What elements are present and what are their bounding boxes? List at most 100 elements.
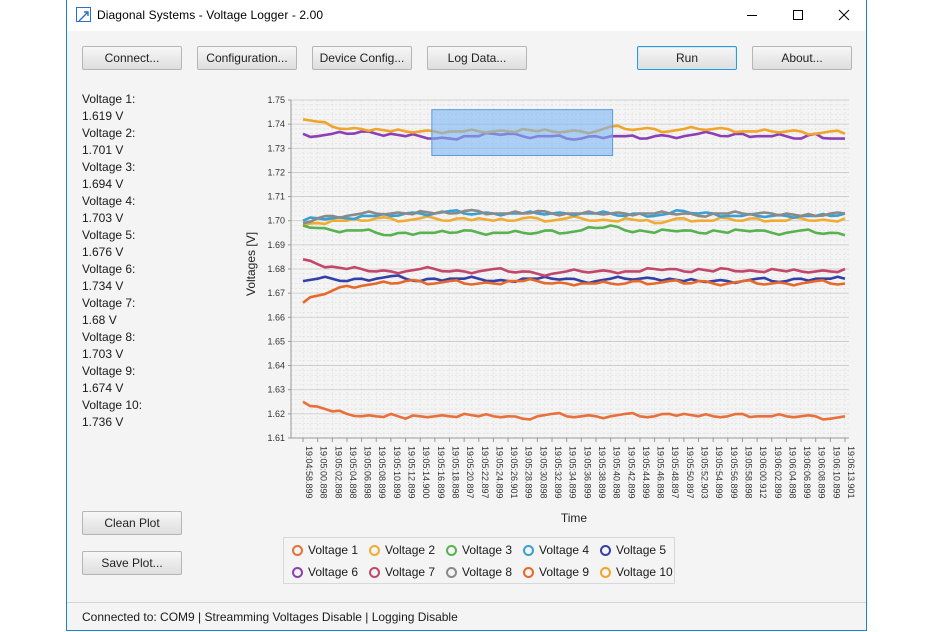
legend-label: Voltage 5 [616, 543, 667, 557]
y-tick-label: 1.71 [267, 192, 285, 202]
y-tick-label: 1.74 [267, 119, 285, 129]
voltage-reading-label: Voltage 2: [82, 126, 136, 140]
x-tick-label: 19:05:22.897 [480, 446, 490, 499]
x-tick-label: 19:06:02.899 [773, 446, 783, 499]
y-tick-label: 1.63 [267, 385, 285, 395]
save-plot-button[interactable]: Save Plot... [82, 551, 182, 575]
y-tick-label: 1.62 [267, 409, 285, 419]
legend-label: Voltage 1 [308, 543, 359, 557]
x-tick-label: 19:05:54.899 [714, 446, 724, 499]
x-tick-label: 19:05:36.899 [582, 446, 592, 499]
legend-item: Voltage 10 [600, 565, 673, 579]
x-tick-label: 19:05:48.897 [670, 446, 680, 499]
zoom-selection-rect [431, 109, 614, 157]
voltage-reading-label: Voltage 4: [82, 194, 136, 208]
voltage-reading-label: Voltage 8: [82, 330, 136, 344]
legend-marker-icon [369, 566, 380, 578]
legend-marker-icon [446, 566, 457, 578]
window-title: Diagonal Systems - Voltage Logger - 2.00 [97, 8, 324, 22]
voltage-reading-value: 1.736 V [82, 415, 124, 429]
about-button[interactable]: About... [752, 46, 852, 70]
device-config-button[interactable]: Device Config... [312, 46, 412, 70]
legend-item: Voltage 2 [369, 543, 435, 557]
y-tick-label: 1.70 [267, 216, 285, 226]
voltage-reading-value: 1.674 V [82, 381, 124, 395]
voltage-reading-value: 1.703 V [82, 211, 124, 225]
x-tick-label: 19:05:52.903 [700, 446, 710, 499]
voltage-reading-value: 1.676 V [82, 245, 124, 259]
y-tick-label: 1.65 [267, 336, 285, 346]
x-tick-label: 19:05:34.899 [568, 446, 578, 499]
voltage-reading-label: Voltage 6: [82, 262, 136, 276]
legend-item: Voltage 3 [446, 543, 512, 557]
legend-marker-icon [600, 566, 611, 578]
x-tick-label: 19:05:40.898 [612, 446, 622, 499]
x-tick-label: 19:05:10.899 [392, 446, 402, 499]
x-tick-label: 19:05:56.899 [729, 446, 739, 499]
x-tick-label: 19:05:16.899 [436, 446, 446, 499]
x-tick-label: 19:06:06.899 [802, 446, 812, 499]
legend-marker-icon [600, 544, 611, 556]
legend-item: Voltage 6 [292, 565, 358, 579]
series-line [302, 277, 846, 304]
legend-label: Voltage 7 [385, 565, 436, 579]
voltage-reading-value: 1.734 V [82, 279, 124, 293]
voltage-reading-value: 1.694 V [82, 177, 124, 191]
x-tick-label: 19:05:00.898 [319, 446, 329, 499]
x-tick-label: 19:05:28.899 [524, 446, 534, 499]
maximize-icon [792, 6, 804, 25]
legend-marker-icon [369, 544, 380, 556]
legend-label: Voltage 10 [616, 565, 673, 579]
legend-label: Voltage 4 [539, 543, 590, 557]
maximize-button[interactable] [775, 0, 821, 31]
x-tick-label: 19:06:04.898 [787, 446, 797, 499]
x-tick-label: 19:05:26.901 [509, 446, 519, 499]
series-line [302, 209, 846, 222]
x-tick-label: 19:05:12.899 [407, 446, 417, 499]
x-axis-label: Time [561, 511, 588, 525]
legend-label: Voltage 2 [385, 543, 436, 557]
clean-plot-button[interactable]: Clean Plot [82, 511, 182, 535]
x-tick-label: 19:05:50.897 [685, 446, 695, 499]
configuration-button[interactable]: Configuration... [197, 46, 297, 70]
legend-item: Voltage 1 [292, 543, 358, 557]
title-bar: Diagonal Systems - Voltage Logger - 2.00 [67, 0, 866, 31]
voltage-reading-label: Voltage 5: [82, 228, 136, 242]
chart-legend: Voltage 1 Voltage 2 Voltage 3 Voltage 4 Volt… [283, 537, 675, 584]
x-tick-label: 19:06:10.899 [831, 446, 841, 499]
legend-item: Voltage 4 [523, 543, 589, 557]
voltage-reading-label: Voltage 3: [82, 160, 136, 174]
y-tick-label: 1.75 [267, 95, 285, 105]
series-line [302, 258, 846, 278]
x-tick-label: 19:06:08.899 [817, 446, 827, 499]
legend-item: Voltage 9 [523, 565, 589, 579]
legend-label: Voltage 9 [539, 565, 590, 579]
y-axis-label: Voltages [V] [244, 232, 258, 296]
y-tick-label: 1.69 [267, 240, 285, 250]
connect-button[interactable]: Connect... [82, 46, 182, 70]
x-tick-label: 19:05:06.898 [363, 446, 373, 499]
x-tick-label: 19:05:24.899 [494, 446, 504, 499]
legend-marker-icon [523, 544, 534, 556]
x-tick-label: 19:05:46.898 [656, 446, 666, 499]
close-button[interactable] [821, 0, 867, 31]
y-tick-label: 1.61 [267, 433, 285, 443]
minimize-button[interactable] [729, 0, 775, 31]
series-line [302, 400, 846, 421]
voltage-reading-value: 1.701 V [82, 143, 124, 157]
legend-marker-icon [523, 566, 534, 578]
y-tick-label: 1.72 [267, 167, 285, 177]
legend-item: Voltage 7 [369, 565, 435, 579]
log-data-button[interactable]: Log Data... [427, 46, 527, 70]
voltage-reading-value: 1.619 V [82, 109, 124, 123]
x-tick-label: 19:05:42.899 [626, 446, 636, 499]
y-tick-label: 1.73 [267, 143, 285, 153]
x-tick-label: 19:05:08.899 [377, 446, 387, 499]
x-tick-label: 19:05:14.900 [421, 446, 431, 499]
y-tick-label: 1.67 [267, 288, 285, 298]
run-button[interactable]: Run [637, 46, 737, 70]
x-tick-label: 19:05:58.898 [743, 446, 753, 499]
legend-label: Voltage 6 [308, 565, 359, 579]
x-tick-label: 19:05:44.899 [641, 446, 651, 499]
